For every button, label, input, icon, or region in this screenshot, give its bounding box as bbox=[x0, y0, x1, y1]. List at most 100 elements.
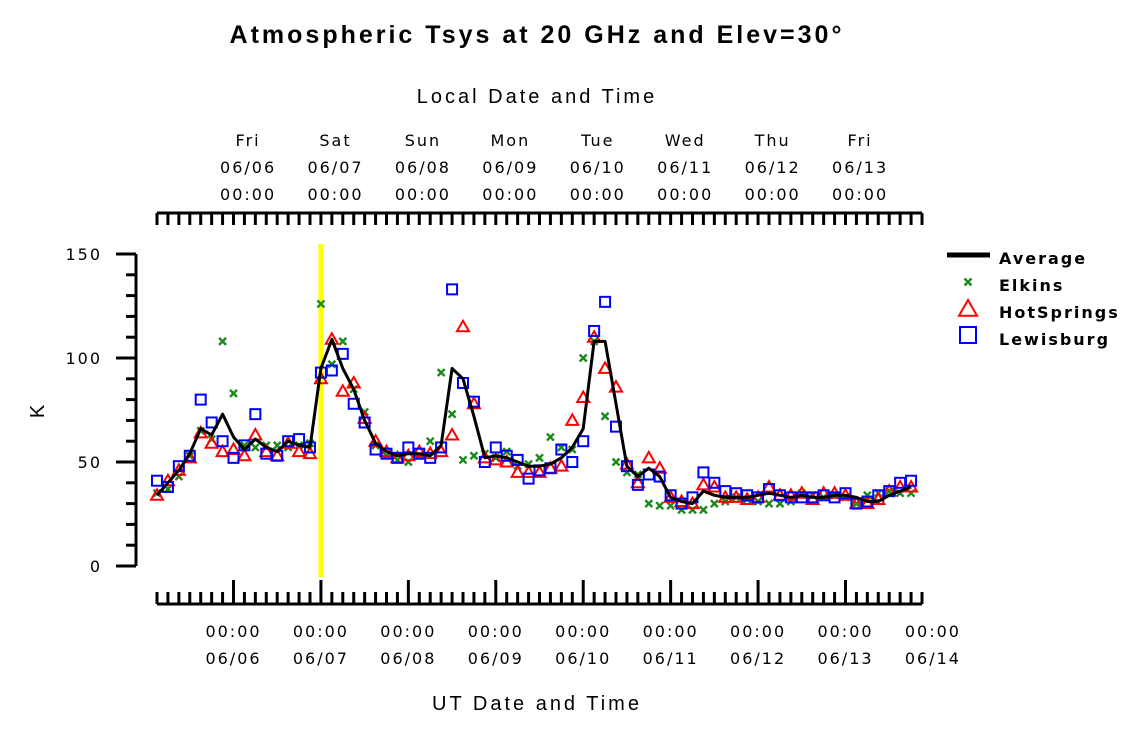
lewisburg-point bbox=[489, 441, 502, 454]
top-axis-label: Local Date and Time bbox=[417, 86, 657, 108]
series-lewisburg bbox=[151, 283, 918, 510]
lewisburg-point bbox=[664, 489, 677, 502]
top-tick-date: 06/13 bbox=[832, 158, 888, 177]
hotsprings-point bbox=[149, 487, 165, 501]
top-tick-time: 00:00 bbox=[832, 185, 888, 204]
elkins-point bbox=[229, 389, 238, 398]
bottom-tick-time: 00:00 bbox=[905, 622, 961, 641]
bottom-tick-date: 06/11 bbox=[643, 649, 699, 668]
legend-hotsprings-swatch bbox=[957, 297, 979, 317]
top-tick-day: Wed bbox=[665, 131, 706, 150]
bottom-tick-date: 06/09 bbox=[468, 649, 524, 668]
bottom-tick-date: 06/13 bbox=[817, 649, 873, 668]
hotsprings-point bbox=[619, 456, 635, 470]
lewisburg-point bbox=[588, 324, 601, 337]
elkins-point bbox=[567, 445, 577, 454]
elkins-point bbox=[546, 432, 555, 442]
legend-label-lewisburg: Lewisburg bbox=[999, 330, 1110, 349]
elkins-point bbox=[764, 499, 774, 508]
lewisburg-point bbox=[697, 466, 710, 479]
series-average-line bbox=[155, 337, 912, 506]
y-tick-label: 0 bbox=[90, 557, 102, 576]
lewisburg-point bbox=[631, 478, 644, 491]
top-tick-date: 06/12 bbox=[745, 158, 801, 177]
elkins-point bbox=[600, 411, 610, 421]
hotsprings-point bbox=[203, 435, 220, 449]
hotsprings-point bbox=[324, 331, 340, 345]
bottom-tick-time: 00:00 bbox=[817, 622, 873, 641]
y-tick-label: 50 bbox=[78, 453, 102, 472]
lewisburg-point bbox=[708, 476, 721, 489]
hotsprings-point bbox=[236, 447, 253, 462]
elkins-point bbox=[699, 505, 708, 515]
hotsprings-point bbox=[509, 464, 526, 478]
elkins-point bbox=[578, 353, 588, 363]
elkins-point bbox=[316, 299, 326, 309]
lewisburg-point bbox=[216, 435, 229, 448]
top-tick-time: 00:00 bbox=[745, 185, 801, 204]
top-tick-time: 00:00 bbox=[570, 185, 626, 204]
hotsprings-point bbox=[171, 462, 187, 476]
hotsprings-point bbox=[455, 318, 471, 333]
elkins-point bbox=[425, 436, 435, 446]
elkins-point bbox=[644, 499, 654, 508]
hotsprings-point bbox=[783, 487, 799, 501]
hotsprings-point bbox=[335, 383, 351, 397]
lewisburg-point bbox=[424, 451, 437, 464]
elkins-point bbox=[677, 505, 686, 515]
lewisburg-point bbox=[446, 283, 459, 296]
bottom-tick-time: 00:00 bbox=[468, 622, 524, 641]
top-tick-day: Sun bbox=[405, 131, 441, 150]
hotsprings-point bbox=[411, 443, 428, 458]
top-tick-day: Fri bbox=[236, 131, 261, 150]
elkins-point bbox=[611, 457, 621, 467]
hotsprings-point bbox=[695, 476, 712, 491]
lewisburg-point bbox=[905, 474, 918, 487]
top-tick-day: Sat bbox=[319, 131, 351, 150]
elkins-point bbox=[535, 453, 544, 463]
elkins-point bbox=[251, 443, 260, 452]
bottom-tick-time: 00:00 bbox=[555, 622, 611, 641]
top-tick-date: 06/07 bbox=[307, 158, 363, 177]
hotsprings-point bbox=[488, 451, 504, 466]
lewisburg-point bbox=[151, 474, 163, 487]
bottom-tick-date: 06/07 bbox=[293, 649, 349, 668]
top-tick-day: Thu bbox=[754, 131, 791, 150]
top-tick-day: Tue bbox=[580, 131, 614, 150]
lewisburg-point bbox=[653, 470, 666, 483]
hotsprings-point bbox=[258, 443, 275, 458]
y-tick-label: 100 bbox=[65, 349, 102, 368]
y-axis-label: K bbox=[27, 402, 49, 418]
top-tick-day: Fri bbox=[848, 131, 873, 150]
lewisburg-point bbox=[566, 456, 579, 468]
y-tick-label: 150 bbox=[65, 245, 102, 264]
top-tick-time: 00:00 bbox=[395, 185, 451, 204]
bottom-tick-time: 00:00 bbox=[730, 622, 786, 641]
elkins-point bbox=[458, 455, 468, 465]
x-axis-label: UT Date and Time bbox=[432, 693, 642, 715]
top-tick-date: 06/11 bbox=[657, 158, 713, 177]
top-tick-date: 06/06 bbox=[220, 158, 276, 177]
hotsprings-point bbox=[520, 464, 537, 478]
top-tick-time: 00:00 bbox=[482, 185, 538, 204]
legend-label-hotsprings: HotSprings bbox=[999, 303, 1120, 322]
hotsprings-point bbox=[531, 464, 548, 478]
elkins-point bbox=[469, 451, 479, 461]
elkins-point bbox=[863, 490, 872, 500]
hotsprings-point bbox=[706, 478, 723, 493]
legend-lewisburg-swatch bbox=[959, 326, 977, 344]
legend-label-average: Average bbox=[999, 249, 1087, 268]
lewisburg-point bbox=[555, 443, 568, 456]
hotsprings-point bbox=[761, 478, 777, 493]
lewisburg-point bbox=[599, 295, 612, 308]
lewisburg-point bbox=[522, 472, 535, 485]
top-tick-time: 00:00 bbox=[307, 185, 363, 204]
bottom-tick-date: 06/08 bbox=[380, 649, 436, 668]
elkins-point bbox=[338, 337, 348, 346]
top-tick-time: 00:00 bbox=[220, 185, 276, 204]
elkins-point bbox=[655, 501, 665, 511]
elkins-point bbox=[447, 409, 457, 419]
elkins-point bbox=[218, 337, 227, 346]
legend-label-elkins: Elkins bbox=[999, 276, 1064, 295]
hotsprings-point bbox=[225, 441, 242, 456]
